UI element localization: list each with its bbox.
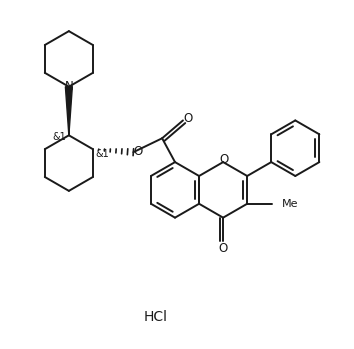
Text: &1: &1 bbox=[52, 132, 66, 142]
Polygon shape bbox=[65, 87, 72, 135]
Text: Me: Me bbox=[282, 199, 299, 209]
Text: &1: &1 bbox=[95, 149, 109, 159]
Text: N: N bbox=[64, 80, 73, 93]
Text: O: O bbox=[183, 112, 193, 125]
Text: HCl: HCl bbox=[143, 310, 167, 324]
Text: O: O bbox=[219, 153, 229, 166]
Text: O: O bbox=[134, 145, 143, 158]
Text: O: O bbox=[218, 242, 228, 255]
